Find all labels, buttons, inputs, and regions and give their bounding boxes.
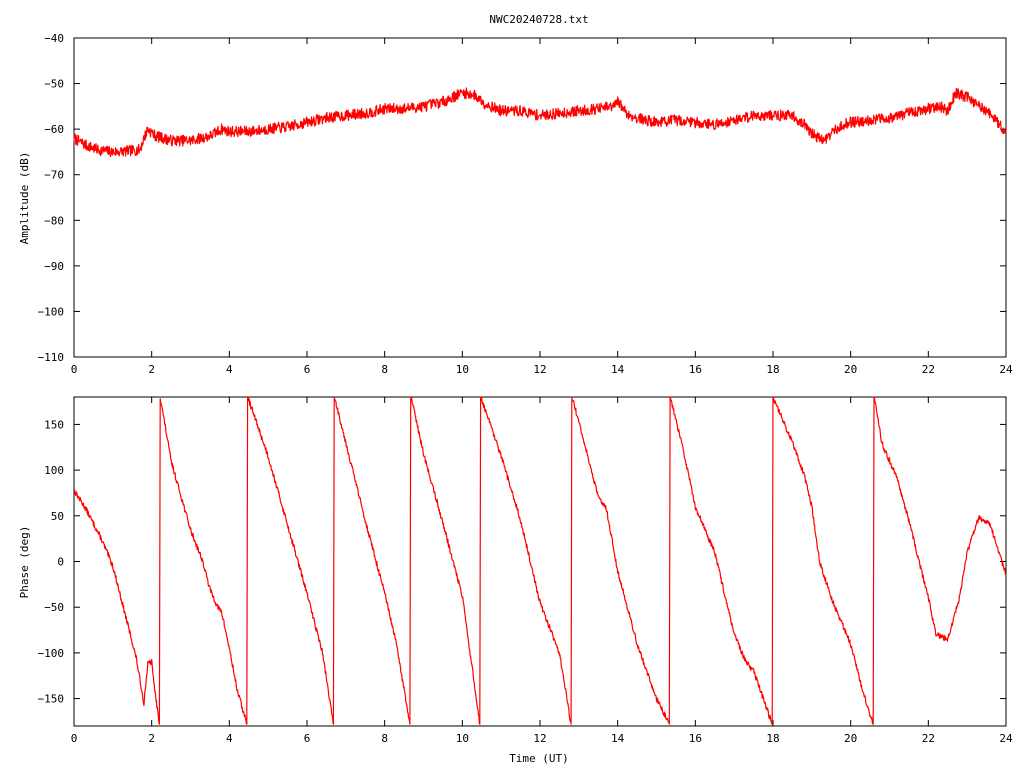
amplitude-x-tick-label: 16 <box>689 363 702 376</box>
chart-title: NWC20240728.txt <box>489 13 588 26</box>
amplitude-y-tick-label: −90 <box>44 260 64 273</box>
amplitude-y-tick-label: −60 <box>44 123 64 136</box>
amplitude-y-tick-label: −80 <box>44 214 64 227</box>
amplitude-y-tick-label: −70 <box>44 169 64 182</box>
phase-x-tick-label: 4 <box>226 732 233 745</box>
phase-x-tick-label: 10 <box>456 732 469 745</box>
amplitude-x-tick-label: 10 <box>456 363 469 376</box>
phase-y-tick-label: 50 <box>51 510 64 523</box>
phase-x-tick-label: 24 <box>999 732 1013 745</box>
amplitude-panel: Amplitude (dB) 0 2 4 6 8 10 12 14 16 18 20 22 24−40−… <box>18 32 1013 376</box>
amplitude-y-tick-label: −100 <box>38 305 65 318</box>
amplitude-x-tick-label: 24 <box>999 363 1013 376</box>
phase-y-tick-label: 150 <box>44 418 64 431</box>
phase-x-tick-label: 8 <box>381 732 388 745</box>
phase-x-tick-label: 22 <box>922 732 935 745</box>
amplitude-x-tick-label: 2 <box>148 363 155 376</box>
phase-y-tick-label: −50 <box>44 601 64 614</box>
phase-y-tick-label: −150 <box>38 693 65 706</box>
amplitude-series <box>73 87 1007 158</box>
amplitude-ticks: 0 2 4 6 8 10 12 14 16 18 20 22 24−40−50−60−70−80−90−… <box>38 32 1013 376</box>
phase-x-tick-label: 2 <box>148 732 155 745</box>
amplitude-x-tick-label: 4 <box>226 363 233 376</box>
amplitude-x-tick-label: 12 <box>533 363 546 376</box>
amplitude-y-tick-label: −40 <box>44 32 64 45</box>
phase-ticks: 0 2 4 6 8 10 12 14 16 18 20 22 24150100500−50−100−15… <box>38 397 1013 745</box>
amplitude-x-tick-label: 22 <box>922 363 935 376</box>
phase-y-tick-label: −100 <box>38 647 65 660</box>
phase-x-tick-label: 0 <box>71 732 78 745</box>
phase-series <box>73 396 1007 725</box>
phase-x-axis-label: Time (UT) <box>509 752 569 765</box>
amplitude-x-tick-label: 6 <box>304 363 311 376</box>
phase-x-tick-label: 12 <box>533 732 546 745</box>
phase-y-tick-label: 100 <box>44 464 64 477</box>
amplitude-series-line <box>73 87 1007 158</box>
amplitude-y-tick-label: −50 <box>44 78 64 91</box>
amplitude-plot-frame <box>73 37 1007 358</box>
amplitude-x-tick-label: 18 <box>766 363 779 376</box>
phase-x-tick-label: 18 <box>766 732 779 745</box>
phase-panel: Phase (deg) Time (UT) 0 2 4 6 8 10 12 14 16 18 20 2… <box>18 396 1013 765</box>
phase-x-tick-label: 20 <box>844 732 857 745</box>
phase-plot-frame <box>73 396 1007 727</box>
phase-series-line <box>73 396 1007 725</box>
phase-x-tick-label: 6 <box>304 732 311 745</box>
phase-x-tick-label: 16 <box>689 732 702 745</box>
amplitude-x-tick-label: 8 <box>381 363 388 376</box>
phase-y-axis-label: Phase (deg) <box>18 526 31 599</box>
amplitude-x-tick-label: 14 <box>611 363 625 376</box>
phase-y-tick-label: 0 <box>57 556 64 569</box>
amplitude-x-tick-label: 20 <box>844 363 857 376</box>
amplitude-y-axis-label: Amplitude (dB) <box>18 152 31 245</box>
amplitude-y-tick-label: −110 <box>38 351 65 364</box>
phase-x-tick-label: 14 <box>611 732 625 745</box>
amplitude-x-tick-label: 0 <box>71 363 78 376</box>
